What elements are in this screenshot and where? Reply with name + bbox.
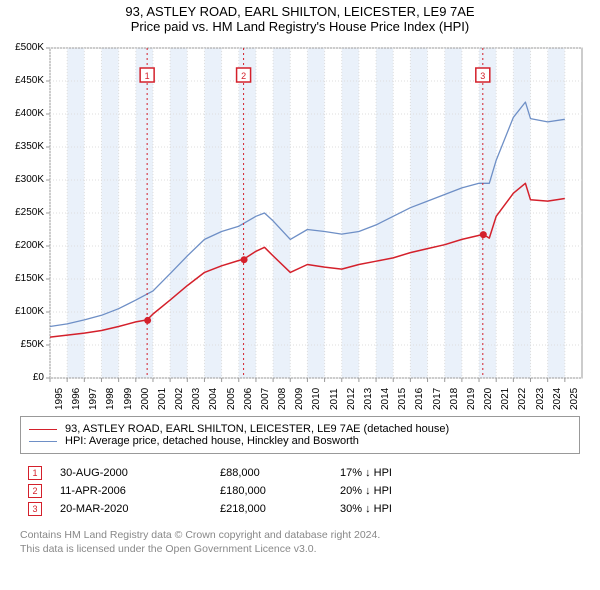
event-date: 30-AUG-2000 [60, 467, 220, 479]
event-number-box: 2 [28, 484, 42, 498]
x-tick-label: 1998 [105, 388, 116, 410]
x-tick-label: 1997 [88, 388, 99, 410]
x-tick-label: 2022 [517, 388, 528, 410]
legend-box: 93, ASTLEY ROAD, EARL SHILTON, LEICESTER… [20, 416, 580, 454]
event-row: 3 20-MAR-2020£218,00030% ↓ HPI [20, 502, 580, 516]
attribution-line2: This data is licensed under the Open Gov… [20, 542, 580, 556]
event-row: 2 11-APR-2006£180,00020% ↓ HPI [20, 484, 580, 498]
y-tick-label: £200K [8, 240, 44, 251]
x-tick-label: 2015 [397, 388, 408, 410]
y-tick-label: £50K [8, 339, 44, 350]
y-tick-label: £350K [8, 141, 44, 152]
y-tick-label: £300K [8, 174, 44, 185]
event-number-box: 1 [28, 466, 42, 480]
chart-container: 93, ASTLEY ROAD, EARL SHILTON, LEICESTER… [0, 0, 600, 562]
attribution-line1: Contains HM Land Registry data © Crown c… [20, 528, 580, 542]
x-tick-label: 1996 [71, 388, 82, 410]
y-tick-label: £150K [8, 273, 44, 284]
x-tick-label: 1999 [123, 388, 134, 410]
event-number-box: 3 [28, 502, 42, 516]
x-tick-label: 1995 [54, 388, 65, 410]
y-tick-label: £0 [8, 372, 44, 383]
y-tick-label: £250K [8, 207, 44, 218]
event-pct: 17% ↓ HPI [340, 467, 460, 479]
y-tick-label: £500K [8, 42, 44, 53]
x-tick-label: 2007 [260, 388, 271, 410]
event-pct: 20% ↓ HPI [340, 485, 460, 497]
x-tick-label: 2014 [380, 388, 391, 410]
title-block: 93, ASTLEY ROAD, EARL SHILTON, LEICESTER… [8, 4, 592, 34]
events-box: 1 30-AUG-2000£88,00017% ↓ HPI 2 11-APR-2006… [20, 458, 580, 524]
chart-title-line1: 93, ASTLEY ROAD, EARL SHILTON, LEICESTER… [8, 4, 592, 19]
chart-svg: 1 2 3 [8, 40, 592, 410]
x-tick-label: 2016 [414, 388, 425, 410]
chart-title-line2: Price paid vs. HM Land Registry's House … [8, 19, 592, 34]
event-price: £88,000 [220, 467, 340, 479]
legend-row: 93, ASTLEY ROAD, EARL SHILTON, LEICESTER… [29, 423, 571, 435]
legend-label: HPI: Average price, detached house, Hinc… [65, 435, 359, 447]
x-tick-label: 2012 [346, 388, 357, 410]
x-tick-label: 2013 [363, 388, 374, 410]
event-date: 11-APR-2006 [60, 485, 220, 497]
x-tick-label: 2008 [277, 388, 288, 410]
x-tick-label: 2023 [535, 388, 546, 410]
x-tick-label: 2004 [208, 388, 219, 410]
x-tick-label: 2005 [226, 388, 237, 410]
event-price: £180,000 [220, 485, 340, 497]
legend-label: 93, ASTLEY ROAD, EARL SHILTON, LEICESTER… [65, 423, 449, 435]
x-tick-label: 2009 [294, 388, 305, 410]
x-tick-label: 2018 [449, 388, 460, 410]
x-tick-label: 2006 [243, 388, 254, 410]
x-tick-label: 2003 [191, 388, 202, 410]
x-tick-label: 2002 [174, 388, 185, 410]
x-tick-label: 2019 [466, 388, 477, 410]
legend-row: HPI: Average price, detached house, Hinc… [29, 435, 571, 447]
event-pct: 30% ↓ HPI [340, 503, 460, 515]
x-tick-label: 2017 [432, 388, 443, 410]
x-tick-label: 2011 [329, 388, 340, 410]
x-tick-label: 2021 [500, 388, 511, 410]
x-tick-label: 2001 [157, 388, 168, 410]
x-tick-label: 2025 [569, 388, 580, 410]
event-price: £218,000 [220, 503, 340, 515]
x-tick-label: 2010 [311, 388, 322, 410]
y-tick-label: £100K [8, 306, 44, 317]
chart-area: 1 2 3 £0 £50K £100K £150K £200K £250K £300K £350K… [8, 40, 592, 410]
legend-swatch [29, 429, 57, 430]
svg-text:1: 1 [145, 71, 150, 81]
y-tick-label: £400K [8, 108, 44, 119]
y-tick-label: £450K [8, 75, 44, 86]
x-tick-label: 2024 [552, 388, 563, 410]
legend-swatch [29, 441, 57, 442]
x-tick-label: 2000 [140, 388, 151, 410]
event-date: 20-MAR-2020 [60, 503, 220, 515]
x-tick-label: 2020 [483, 388, 494, 410]
svg-text:2: 2 [241, 71, 246, 81]
attribution-text: Contains HM Land Registry data © Crown c… [20, 528, 580, 556]
event-row: 1 30-AUG-2000£88,00017% ↓ HPI [20, 466, 580, 480]
svg-text:3: 3 [480, 71, 485, 81]
